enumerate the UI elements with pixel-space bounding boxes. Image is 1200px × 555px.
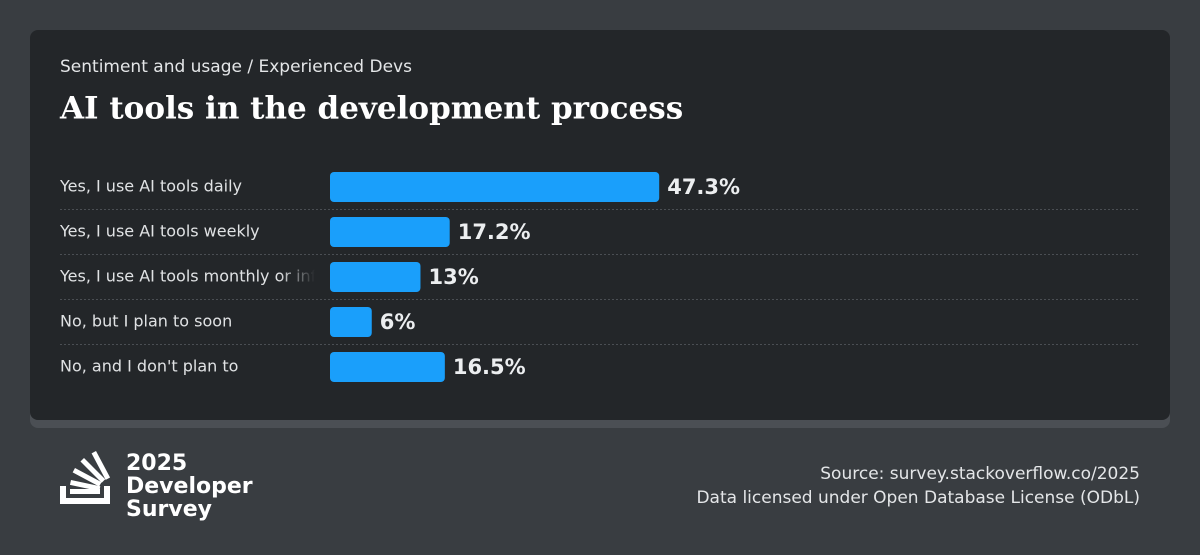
brand-line: 2025 xyxy=(126,451,187,476)
logo-bar xyxy=(72,468,102,487)
value-label: 47.3% xyxy=(667,175,740,199)
category-label: Yes, I use AI tools monthly or infrequen… xyxy=(59,267,393,286)
category-label: Yes, I use AI tools weekly xyxy=(59,222,260,241)
bar xyxy=(330,307,372,337)
chart-title: AI tools in the development process xyxy=(59,91,683,127)
logo-bar xyxy=(69,480,101,492)
logo-bar xyxy=(80,458,106,483)
category-label: No, but I plan to soon xyxy=(60,312,232,331)
card xyxy=(30,30,1170,420)
source: Source: survey.stackoverflow.co/2025 xyxy=(820,464,1140,484)
bar xyxy=(330,262,421,292)
logo-bar xyxy=(91,451,111,480)
chart-subtitle: Sentiment and usage / Experienced Devs xyxy=(60,57,412,77)
category-label: No, and I don't plan to xyxy=(60,357,238,376)
license: Data licensed under Open Database Licens… xyxy=(696,488,1140,508)
logo xyxy=(60,451,111,504)
value-label: 16.5% xyxy=(453,355,526,379)
value-label: 13% xyxy=(428,265,478,289)
bar xyxy=(330,217,450,247)
category-labels: Yes, I use AI tools daily Yes, I use AI t… xyxy=(59,177,393,376)
bar xyxy=(330,352,445,382)
plot: 47.3% 17.2% 13% 6% 16.5% xyxy=(60,172,1140,382)
logo-bar xyxy=(70,489,100,494)
brand-line: Survey xyxy=(126,497,212,522)
value-label: 17.2% xyxy=(458,220,531,244)
logo-tray xyxy=(60,486,110,504)
category-label: Yes, I use AI tools daily xyxy=(59,177,242,196)
bar xyxy=(330,172,660,202)
brand-line: Developer xyxy=(126,474,253,499)
value-label: 6% xyxy=(380,310,416,334)
